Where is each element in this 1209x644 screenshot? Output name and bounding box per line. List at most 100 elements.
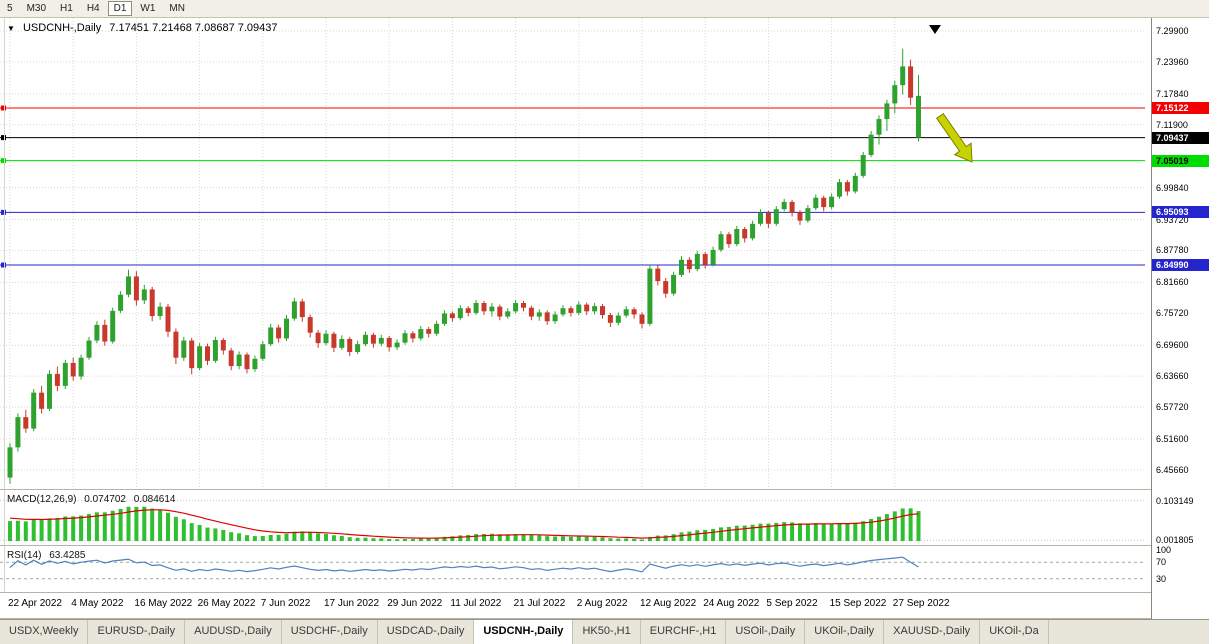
rsi-name: RSI(14): [7, 550, 42, 561]
macd-histogram-bar: [647, 536, 652, 542]
symbol-tab-usdchf-daily[interactable]: USDCHF-,Daily: [282, 620, 378, 644]
macd-histogram-bar: [608, 538, 613, 542]
price-tag-7.09437: 7.09437: [1152, 131, 1209, 144]
candle: [189, 340, 195, 369]
candle: [402, 333, 408, 343]
rsi-indicator-panel[interactable]: [0, 548, 1151, 592]
level-handle-7.15122[interactable]: [1, 105, 6, 111]
macd-main-value: 0.074702: [84, 494, 126, 505]
candle: [505, 311, 511, 317]
date-label: 29 Jun 2022: [387, 598, 443, 609]
date-label: 7 Jun 2022: [260, 598, 311, 609]
macd-histogram-bar: [347, 537, 352, 542]
y-axis-label: 6.87780: [1156, 245, 1189, 256]
macd-histogram-bar: [734, 525, 739, 542]
macd-histogram-bar: [513, 534, 518, 542]
symbol-tab-audusd-daily[interactable]: AUDUSD-,Daily: [185, 620, 282, 644]
candle: [197, 346, 203, 369]
price-chart-panel[interactable]: [0, 18, 1151, 489]
candle: [742, 229, 748, 239]
timeframe-button-h1[interactable]: H1: [54, 1, 79, 16]
symbol-tab-eurusd-daily[interactable]: EURUSD-,Daily: [88, 620, 186, 644]
candle: [173, 331, 179, 358]
candle: [726, 234, 732, 245]
macd-histogram-bar: [276, 534, 281, 542]
macd-histogram-bar: [15, 520, 20, 542]
macd-histogram-bar: [877, 516, 881, 542]
candle: [900, 66, 906, 86]
macd-histogram-bar: [505, 534, 510, 542]
macd-histogram-bar: [489, 533, 494, 542]
timeframe-button-h4[interactable]: H4: [81, 1, 106, 16]
macd-histogram-bar: [497, 534, 502, 542]
macd-histogram-bar: [711, 528, 716, 542]
timeframe-button-5[interactable]: 5: [1, 1, 19, 16]
down-arrow-annotation[interactable]: [936, 113, 973, 163]
candle: [639, 314, 645, 324]
candle: [54, 373, 60, 386]
date-label: 4 May 2022: [71, 598, 124, 609]
symbol-tab-ukoil-daily[interactable]: UKOil-,Daily: [805, 620, 885, 644]
candle: [23, 417, 29, 429]
macd-histogram-bar: [908, 508, 913, 542]
y-axis-label: 6.69600: [1156, 340, 1189, 351]
candle: [513, 303, 519, 312]
candle: [39, 392, 45, 409]
macd-rsi-splitter[interactable]: [0, 545, 1209, 546]
macd-axis-label: 0.001805: [1156, 535, 1194, 546]
candle: [576, 304, 582, 313]
chart-window-icon: ▼: [7, 24, 15, 33]
candle: [434, 323, 440, 334]
macd-histogram-bar: [553, 536, 558, 542]
price-scale[interactable]: 7.29900 7.23960 7.17840 7.11900 6.99840 6.937…: [1151, 18, 1209, 619]
candle: [734, 229, 740, 245]
macd-histogram-bar: [758, 523, 763, 542]
candle: [260, 344, 266, 359]
level-handle-7.09437[interactable]: [1, 135, 6, 141]
symbol-tab-eurchf-h1[interactable]: EURCHF-,H1: [641, 620, 727, 644]
timeframe-button-m30[interactable]: M30: [21, 1, 52, 16]
main-macd-splitter[interactable]: [0, 489, 1209, 490]
timeframe-button-d1[interactable]: D1: [107, 1, 133, 16]
date-label: 2 Aug 2022: [576, 598, 628, 609]
rsi-title: RSI(14) 63.4285: [7, 550, 90, 561]
symbol-tab-usdcnh-daily[interactable]: USDCNH-,Daily: [474, 620, 574, 644]
candle: [829, 196, 835, 208]
candle: [789, 201, 795, 213]
macd-histogram-bar: [395, 539, 400, 542]
candle: [908, 66, 914, 98]
candle: [679, 259, 684, 275]
macd-histogram-bar: [442, 536, 447, 542]
symbol-tab-ukoil-da[interactable]: UKOil-,Da: [980, 620, 1049, 644]
rsi-value: 63.4285: [49, 550, 86, 561]
macd-histogram-bar: [158, 509, 163, 542]
level-handle-6.84990[interactable]: [1, 262, 6, 268]
macd-histogram-bar: [363, 537, 368, 542]
candle: [860, 155, 866, 176]
candle: [268, 327, 274, 345]
symbol-tab-xauusd-daily[interactable]: XAUUSD-,Daily: [884, 620, 981, 644]
level-handle-7.05019[interactable]: [1, 158, 6, 164]
candle: [868, 134, 874, 156]
candle: [205, 346, 210, 361]
symbol-tab-hk50-h1[interactable]: HK50-,H1: [573, 620, 641, 644]
symbol-tab-usoil-daily[interactable]: USOil-,Daily: [726, 620, 806, 644]
candle: [473, 303, 479, 313]
macd-histogram-bar: [798, 523, 802, 542]
symbol-tab-usdx-weekly[interactable]: USDX,Weekly: [0, 620, 89, 644]
timeframe-button-mn[interactable]: MN: [163, 1, 191, 16]
axis-bottom-border: [0, 618, 1209, 619]
date-axis[interactable]: 22 Apr 2022 4 May 2022 16 May 2022 26 May 2…: [0, 593, 1151, 618]
level-handle-6.95093[interactable]: [1, 209, 6, 215]
candle: [552, 314, 558, 322]
candle: [916, 95, 921, 138]
macd-axis-label: 0.103149: [1156, 495, 1194, 506]
timeframe-button-w1[interactable]: W1: [134, 1, 161, 16]
candle: [718, 234, 724, 250]
candle: [837, 182, 842, 197]
macd-histogram-bar: [624, 538, 629, 542]
candle: [62, 362, 68, 386]
macd-indicator-panel[interactable]: [0, 492, 1151, 545]
symbol-tab-usdcad-daily[interactable]: USDCAD-,Daily: [378, 620, 475, 644]
